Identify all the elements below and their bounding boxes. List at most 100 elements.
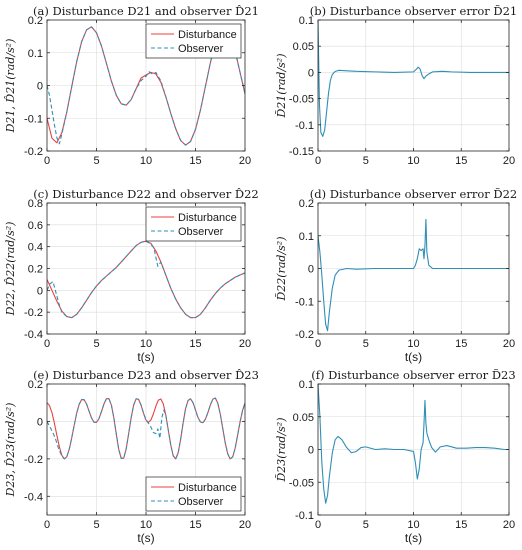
x-tick-label: 15: [189, 338, 201, 350]
y-tick-label: -0.1: [295, 510, 314, 522]
legend-box: [145, 476, 242, 512]
legend: Disturbance Observer: [145, 206, 242, 242]
legend: Disturbance Observer: [145, 476, 242, 512]
y-tick-label: 0.8: [28, 198, 43, 210]
legend-box: [145, 23, 242, 59]
x-tick-label: 15: [455, 519, 467, 531]
x-tick-label: 5: [93, 519, 99, 531]
x-axis-label: t(s): [137, 531, 154, 545]
y-tick-label: -0.1: [295, 120, 314, 132]
y-tick-label: 0.1: [299, 15, 314, 27]
x-tick-label: 10: [407, 519, 419, 531]
y-tick-label: -0.2: [24, 454, 43, 466]
chart-title: (c) Disturbance D22 and observer D̂22: [33, 187, 259, 201]
series-group: [47, 397, 245, 460]
legend-label: Observer: [178, 43, 224, 55]
y-axis-label: D̃21(rad/s²): [275, 53, 288, 118]
x-tick-label: 20: [503, 338, 515, 350]
x-tick-label: 10: [407, 338, 419, 350]
x-axis-label: t(s): [405, 531, 422, 545]
series-line-error: [318, 20, 509, 137]
x-tick-label: 0: [44, 155, 50, 167]
y-tick-label: -0.05: [289, 94, 314, 106]
y-tick-label: -0.05: [289, 477, 314, 489]
y-tick-label: 0: [37, 416, 43, 428]
x-tick-label: 0: [315, 338, 321, 350]
x-tick-label: 5: [363, 338, 369, 350]
chart-panel-2: 0 5 10 15 20 -0.15 -0.1 -0.05 0 0.05 0.1(b) Distur…: [275, 4, 517, 167]
y-tick-label: -0.1: [24, 113, 43, 125]
x-tick-label: 15: [455, 155, 467, 167]
legend-label: Observer: [178, 226, 224, 238]
x-axis-label: t(s): [405, 350, 422, 364]
x-tick-label: 10: [140, 519, 152, 531]
legend-label: Disturbance: [178, 482, 237, 494]
y-tick-label: 0.05: [293, 412, 314, 424]
y-axis-label: D21, D̂21(rad/s²): [4, 39, 17, 134]
y-axis-label: D23, D̂23(rad/s²): [4, 403, 17, 498]
y-tick-label: 0.2: [28, 379, 43, 391]
y-tick-label: 0.2: [299, 198, 314, 210]
y-tick-label: 0.1: [28, 48, 43, 60]
legend-label: Disturbance: [178, 29, 237, 41]
x-tick-label: 20: [503, 155, 515, 167]
series-line-observer: [47, 397, 245, 460]
x-tick-label: 20: [239, 519, 251, 531]
series-line-error: [318, 384, 509, 504]
x-tick-label: 10: [407, 155, 419, 167]
x-tick-label: 5: [363, 519, 369, 531]
chart-panel-1: 0 5 10 15 20 -0.2 -0.1 0 0.1 0.2(a) Disturbance D…: [4, 4, 259, 167]
x-tick-label: 15: [189, 155, 201, 167]
y-tick-label: 0.4: [28, 242, 43, 254]
y-tick-label: -0.15: [289, 146, 314, 158]
y-tick-label: 0: [308, 445, 314, 457]
y-tick-label: 0.05: [293, 41, 314, 53]
x-tick-label: 15: [455, 338, 467, 350]
x-tick-label: 10: [140, 155, 152, 167]
chart-panel-4: 0 5 10 15 20 -0.2 -0.1 0 0.1 0.2(d) Disturbance o…: [275, 187, 517, 364]
y-tick-label: -0.2: [295, 329, 314, 341]
x-tick-label: 20: [239, 338, 251, 350]
y-tick-label: -0.2: [24, 307, 43, 319]
y-tick-label: -0.4: [24, 491, 43, 503]
y-tick-label: 0: [37, 81, 43, 93]
x-axis-label: t(s): [137, 350, 154, 364]
y-tick-label: 0.1: [299, 231, 314, 243]
y-tick-label: -0.1: [295, 296, 314, 308]
legend-label: Disturbance: [178, 212, 237, 224]
chart-title: (e) Disturbance D23 and observer D̂23: [33, 368, 259, 382]
chart-panel-5: 0 5 10 15 20 -0.4 -0.2 0 0.2(e) Disturbance D23 …: [4, 368, 259, 545]
y-axis-label: D̃22(rad/s²): [275, 236, 288, 301]
series-group: [318, 384, 509, 504]
y-tick-label: 0: [308, 264, 314, 276]
legend-box: [145, 206, 242, 242]
y-tick-label: -0.2: [24, 146, 43, 158]
chart-panel-3: 0 5 10 15 20 -0.4 -0.2 0 0.2 0.4 0.6 0.8(c) Disturb…: [4, 187, 259, 364]
legend: Disturbance Observer: [145, 23, 242, 59]
x-tick-label: 0: [315, 519, 321, 531]
y-tick-label: 0.6: [28, 220, 43, 232]
chart-title: (a) Disturbance D21 and observer D̂21: [33, 4, 259, 18]
x-tick-label: 0: [44, 519, 50, 531]
x-tick-label: 0: [315, 155, 321, 167]
y-tick-label: 0.2: [28, 15, 43, 27]
y-tick-label: 0.1: [299, 379, 314, 391]
chart-title: (d) Disturbance observer error D̃22: [310, 187, 518, 201]
x-tick-label: 5: [93, 338, 99, 350]
x-tick-label: 20: [503, 519, 515, 531]
chart-panel-6: 0 5 10 15 20 -0.1 -0.05 0 0.05 0.1(f) Disturbance…: [275, 368, 516, 545]
chart-title: (b) Disturbance observer error D̃21: [310, 4, 518, 18]
x-tick-label: 5: [93, 155, 99, 167]
series-line-observer: [47, 26, 245, 146]
y-axis-label: D̃23(rad/s²): [275, 417, 288, 482]
x-tick-label: 5: [363, 155, 369, 167]
y-tick-label: -0.4: [24, 329, 43, 341]
y-tick-label: 0: [308, 67, 314, 79]
series-line-error: [318, 218, 509, 332]
legend-label: Observer: [178, 496, 224, 508]
y-tick-label: 0.2: [28, 264, 43, 276]
series-group: [318, 20, 509, 137]
x-tick-label: 20: [239, 155, 251, 167]
chart-title: (f) Disturbance observer error D̃23: [311, 368, 515, 382]
